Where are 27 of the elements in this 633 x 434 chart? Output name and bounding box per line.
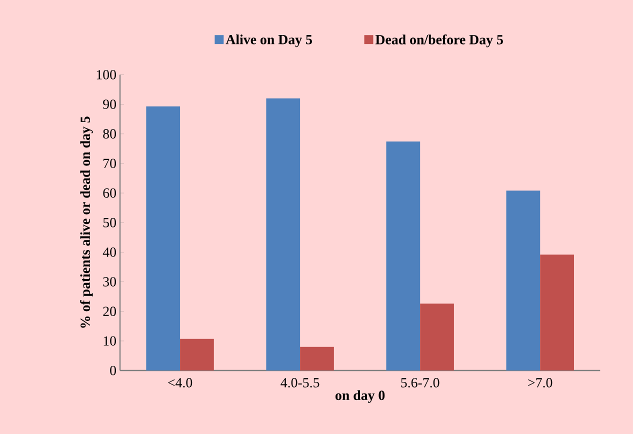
y-tick-label: 50 <box>103 218 116 228</box>
x-tick-label: 4.0-5.5 <box>280 378 320 388</box>
x-tick-label: <4.0 <box>168 378 192 388</box>
y-tick-label: 40 <box>102 247 116 257</box>
legend-label: Alive on Day 5 <box>226 34 312 48</box>
y-tick-label: 70 <box>104 158 116 168</box>
bar <box>180 338 214 370</box>
x-tick-label: >7.0 <box>528 378 552 388</box>
bar <box>146 106 180 370</box>
x-tick-label: 5.6-7.0 <box>401 378 440 388</box>
y-tick-label: 100 <box>96 70 116 80</box>
y-tick-label: 0 <box>110 366 116 376</box>
y-tick-label: 30 <box>103 276 116 286</box>
bar <box>506 190 540 370</box>
y-tick-label: 10 <box>104 336 116 346</box>
y-tick-label: 20 <box>103 306 116 316</box>
y-tick-label: 90 <box>103 99 116 109</box>
legend-label: Dead on/before Day 5 <box>375 34 503 48</box>
y-tick-label: 60 <box>103 188 116 198</box>
bar <box>266 98 300 370</box>
y-tick-label: 80 <box>103 129 116 138</box>
bar <box>420 304 454 370</box>
y-axis-title: % of patients alive or dead on day 5 <box>80 116 93 328</box>
x-axis-title: on day 0 <box>336 390 385 403</box>
bar <box>540 254 574 370</box>
bar <box>300 346 334 370</box>
bar <box>386 141 420 370</box>
